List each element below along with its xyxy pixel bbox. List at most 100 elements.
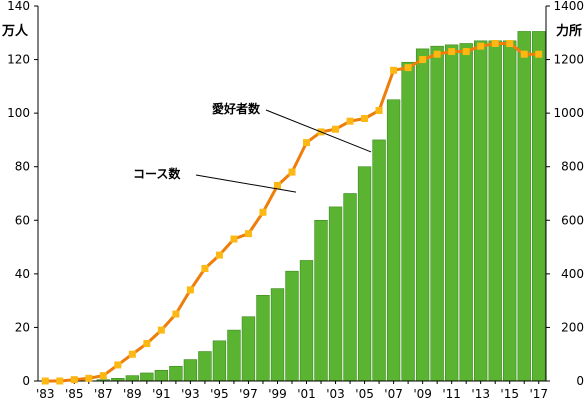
course-count-bar [285, 270, 299, 382]
x-tick-label: '09 [413, 387, 432, 401]
x-tick-label: '13 [471, 387, 490, 401]
course-count-bar [169, 365, 183, 382]
course-count-bar [488, 40, 502, 382]
course-count-bar [459, 43, 473, 382]
enthusiast-marker [491, 40, 499, 47]
enthusiast-marker [215, 251, 223, 259]
x-tick-label: '11 [442, 387, 461, 401]
enthusiast-marker [433, 50, 441, 58]
enthusiast-marker [477, 42, 485, 50]
x-tick-label: '15 [500, 387, 519, 401]
left-tick-label: 80 [15, 160, 30, 174]
enthusiast-marker [41, 377, 49, 385]
x-axis: '83 '85 '87 '89 '91 '93 '95 '97 '99 '01 '03 '05 '07 '… [36, 380, 548, 401]
course-count-bar [503, 40, 517, 382]
left-tick-label: 40 [15, 267, 30, 281]
enthusiast-marker [244, 230, 252, 238]
enthusiast-line-layer [41, 40, 543, 385]
enthusiast-marker [361, 115, 369, 122]
course-count-bar [256, 294, 270, 382]
course-count-bar [415, 48, 430, 382]
course-count-bar [517, 31, 531, 382]
right-tick-label: 600 [561, 213, 584, 227]
course-count-bar [372, 139, 386, 382]
enthusiast-marker [172, 310, 180, 318]
left-tick-label: 100 [7, 106, 30, 120]
bar-series-leader [195, 174, 297, 193]
right-axis-unit: 力所 [556, 24, 583, 39]
enthusiast-marker [375, 106, 383, 114]
course-count-bar [343, 193, 357, 382]
course-count-bar [299, 260, 314, 382]
enthusiast-marker [303, 139, 311, 147]
course-count-bar [154, 369, 169, 382]
right-axis: 0 200 400 600 800 1000 1200 1400 [545, 0, 584, 388]
enthusiast-marker [201, 265, 209, 272]
course-count-bar [430, 45, 444, 382]
enthusiast-marker [346, 117, 354, 125]
course-count-bar [227, 329, 241, 382]
enthusiast-marker [56, 377, 64, 385]
right-tick-label: 400 [561, 267, 584, 281]
enthusiast-marker [448, 48, 456, 56]
right-tick-label: 1200 [553, 53, 584, 67]
x-tick-label: '97 [239, 387, 258, 401]
line-series-leader [265, 109, 372, 153]
left-axis-unit: 万人 [2, 24, 29, 39]
course-count-bar [328, 206, 343, 382]
enthusiast-marker [273, 181, 281, 189]
enthusiast-marker [186, 286, 194, 294]
x-tick-label: '17 [529, 387, 548, 401]
enthusiast-marker [390, 66, 398, 74]
x-tick-label: '07 [384, 387, 403, 401]
enthusiast-marker [419, 56, 427, 64]
course-count-bar [183, 359, 198, 382]
enthusiast-marker [506, 40, 514, 47]
right-tick-label: 1400 [553, 0, 584, 13]
course-count-bar [357, 166, 372, 382]
left-tick-label: 140 [7, 0, 30, 13]
right-tick-label: 200 [561, 320, 584, 334]
x-tick-label: '85 [65, 387, 84, 401]
right-tick-label: 1000 [553, 106, 584, 120]
course-count-bar [241, 316, 256, 382]
enthusiast-marker [259, 208, 267, 216]
x-tick-label: '89 [123, 387, 142, 401]
right-tick-label: 800 [561, 160, 584, 174]
course-count-bar [401, 61, 415, 382]
course-count-bar [473, 40, 488, 382]
enthusiast-marker [520, 50, 528, 58]
course-count-bar [532, 31, 546, 382]
x-tick-label: '03 [326, 387, 345, 401]
enthusiast-marker [114, 361, 122, 369]
course-count-bar [314, 219, 328, 382]
course-count-bar [386, 99, 401, 382]
x-tick-label: '05 [355, 387, 374, 401]
x-tick-label: '95 [210, 387, 229, 401]
x-tick-label: '93 [181, 387, 200, 401]
enthusiast-marker [128, 350, 136, 358]
enthusiast-marker [99, 372, 107, 380]
course-count-bar [125, 375, 140, 382]
x-tick-label: '91 [152, 387, 171, 401]
left-tick-label: 20 [15, 320, 30, 334]
enthusiast-marker [85, 374, 93, 382]
enthusiast-marker [332, 125, 340, 133]
enthusiast-marker [157, 326, 165, 334]
enthusiast-marker [404, 64, 412, 72]
left-axis: 0 20 40 60 80 100 120 140 [7, 0, 39, 388]
left-tick-label: 0 [22, 374, 30, 388]
x-tick-label: '99 [268, 387, 287, 401]
x-tick-label: '83 [36, 387, 55, 401]
course-count-bar [198, 351, 212, 382]
enthusiast-marker [70, 376, 78, 384]
right-tick-label: 0 [576, 374, 584, 388]
course-count-bar [212, 340, 227, 382]
left-tick-label: 120 [7, 53, 30, 67]
enthusiast-marker [230, 235, 238, 243]
course-count-bar [444, 44, 459, 382]
course-count-bar [140, 372, 154, 382]
course-count-bar [270, 288, 285, 382]
